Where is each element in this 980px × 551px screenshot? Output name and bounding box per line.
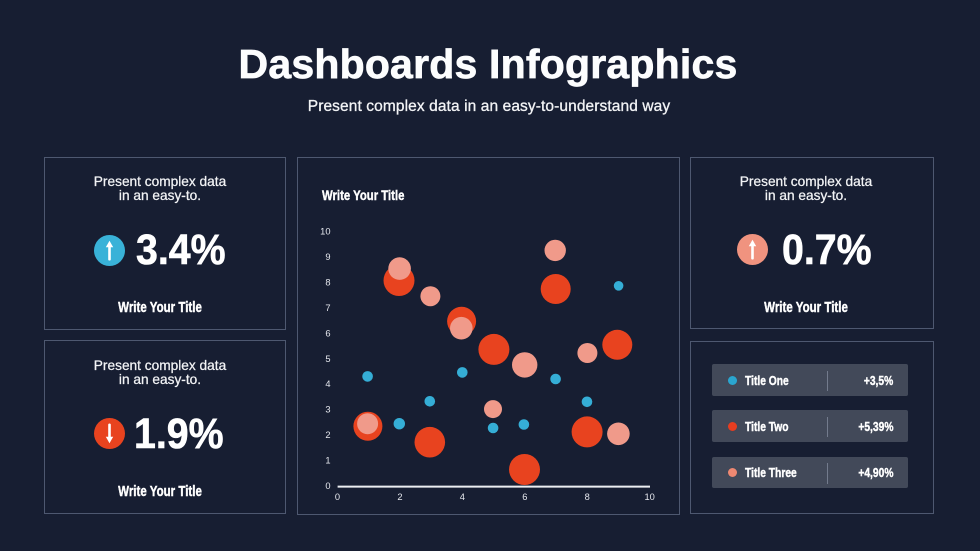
- svg-text:2: 2: [397, 492, 402, 502]
- svg-text:3: 3: [325, 404, 330, 414]
- svg-text:6: 6: [325, 328, 330, 338]
- svg-text:5: 5: [325, 353, 330, 363]
- svg-text:9: 9: [325, 252, 330, 262]
- svg-text:8: 8: [585, 492, 590, 502]
- svg-text:0: 0: [325, 481, 330, 491]
- svg-text:8: 8: [325, 277, 330, 287]
- svg-text:0: 0: [335, 492, 340, 502]
- svg-text:2: 2: [325, 430, 330, 440]
- svg-text:4: 4: [325, 379, 330, 389]
- svg-text:7: 7: [325, 302, 330, 312]
- svg-text:6: 6: [522, 492, 527, 502]
- svg-text:10: 10: [645, 492, 655, 502]
- svg-text:1: 1: [325, 455, 330, 465]
- svg-text:10: 10: [320, 226, 330, 236]
- svg-text:4: 4: [460, 492, 465, 502]
